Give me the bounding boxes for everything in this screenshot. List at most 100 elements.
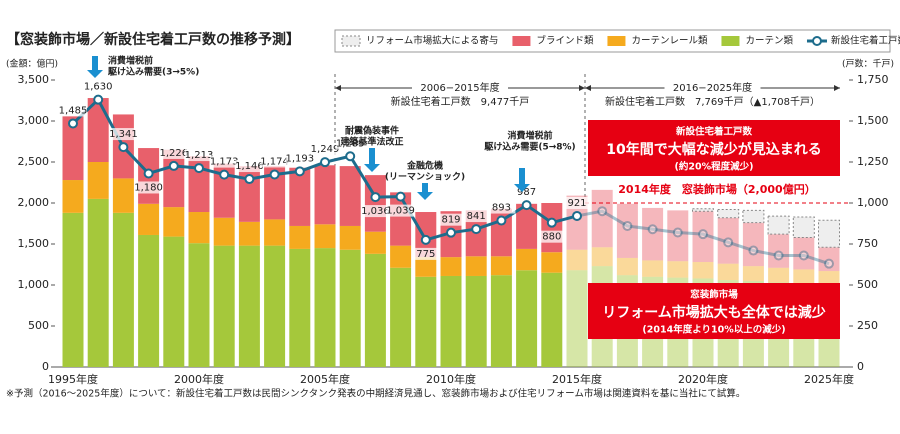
line-point: [672, 227, 683, 238]
line-point: [546, 217, 557, 228]
bar-segment: [792, 216, 815, 238]
line-point: [93, 94, 104, 105]
bar-segment: [541, 252, 563, 273]
y-tick-label: 3,500: [18, 73, 50, 86]
callout-text: 新設住宅着工戸数: [676, 126, 753, 138]
y2-tick-label: 750: [857, 237, 878, 250]
line-point: [471, 224, 482, 235]
data-label-bg: [411, 247, 440, 260]
legend-label: カーテンレール類: [631, 36, 708, 47]
bar-segment: [163, 149, 185, 208]
bar-segment: [390, 245, 412, 268]
data-label-bg: [134, 181, 163, 194]
line-series: [576, 209, 830, 266]
data-label-bg: [361, 205, 390, 218]
bar-segment: [87, 198, 109, 367]
bar-segment: [616, 257, 638, 276]
y-tick-label: 2,000: [18, 196, 50, 209]
bar-segment: [314, 165, 336, 225]
bar-segment: [415, 257, 437, 277]
bar-segment: [490, 256, 512, 276]
bar-segment: [818, 219, 840, 248]
y-axis-label: (金額：億円): [6, 58, 58, 70]
data-label-bg: [235, 160, 264, 173]
bar-segment: [440, 257, 462, 276]
data-label-bg: [437, 213, 465, 226]
bar-segment: [667, 261, 689, 278]
line-point: [244, 174, 255, 185]
data-label-bg: [185, 149, 213, 162]
bar-segment: [264, 219, 286, 246]
bar-segment: [440, 275, 462, 367]
line-point: [798, 250, 809, 261]
line-point: [723, 237, 734, 248]
data-label: 775: [416, 249, 435, 260]
legend-swatch: [607, 36, 626, 46]
callout-text: リフォーム市場拡大も全体では減少: [602, 304, 826, 321]
annotation-arrow: [87, 56, 103, 78]
data-label-bg: [59, 104, 87, 117]
bar-segment: [793, 237, 815, 270]
bar-segment: [87, 162, 109, 199]
line-point: [647, 224, 658, 235]
line-point: [143, 168, 154, 179]
legend-swatch: [512, 36, 531, 46]
data-label-bg: [84, 80, 113, 93]
line-point: [118, 142, 129, 153]
bar-segment: [314, 224, 336, 249]
reference-label: 2014年度 窓装飾市場（2,000億円）: [618, 182, 815, 196]
y-tick-label: 500: [28, 319, 49, 332]
bar-segment: [112, 178, 134, 213]
line-point: [219, 169, 230, 180]
bar-segment: [591, 247, 613, 267]
bar-segment: [566, 249, 588, 271]
bar-segment: [465, 256, 487, 276]
line-point: [294, 166, 305, 177]
bar-segment: [364, 253, 386, 367]
annotation: 建築基準法改正: [340, 136, 403, 148]
y-tick-label: 1,500: [18, 237, 50, 250]
bar-segment: [188, 212, 210, 244]
line-point: [597, 206, 608, 217]
period-label: 2016−2025年度: [673, 81, 752, 94]
callout-text: 10年間で大幅な減少が見込まれる: [606, 141, 821, 158]
bar-segment: [566, 195, 588, 250]
bar-segment: [767, 215, 790, 235]
period-label-bg: [664, 81, 761, 95]
bar-segment: [717, 217, 739, 264]
legend-label: 新設住宅着工戸数: [831, 35, 900, 47]
data-label-bg: [537, 230, 566, 243]
callout-box: [588, 283, 840, 339]
callout-box: [588, 120, 840, 176]
period-label: 2006−2015年度: [420, 81, 499, 94]
y-tick-label: 0: [42, 360, 49, 373]
bar-segment: [793, 269, 815, 285]
data-label: 1,146: [235, 161, 264, 172]
data-label: 819: [441, 215, 460, 226]
bar-segment: [112, 212, 134, 367]
data-label: 893: [492, 203, 511, 214]
x-tick-label: 2015年度: [552, 372, 602, 386]
data-label: 1,036: [361, 206, 390, 217]
data-label: 1,213: [185, 150, 214, 161]
line-point: [521, 200, 532, 211]
data-label-bg: [386, 204, 415, 217]
data-label-bg: [462, 210, 491, 223]
annotation: 消費増税前: [108, 55, 153, 67]
data-label: 1,174: [260, 156, 289, 167]
y2-tick-label: 1,750: [857, 73, 889, 86]
bar-segment: [717, 263, 739, 281]
bar-segment: [213, 217, 235, 246]
line-point: [395, 191, 406, 202]
period-label-bg: [412, 81, 508, 95]
y2-axis-label: (戸数：千戸): [842, 58, 894, 70]
bar-segment: [264, 166, 286, 220]
annotation-arrow: [417, 183, 433, 200]
legend-swatch: [341, 35, 361, 47]
bar-segment: [364, 231, 386, 254]
bar-segment: [692, 262, 714, 279]
bar-segment: [339, 225, 361, 250]
y2-tick-label: 1,500: [857, 114, 889, 127]
bar-segment: [62, 180, 84, 213]
